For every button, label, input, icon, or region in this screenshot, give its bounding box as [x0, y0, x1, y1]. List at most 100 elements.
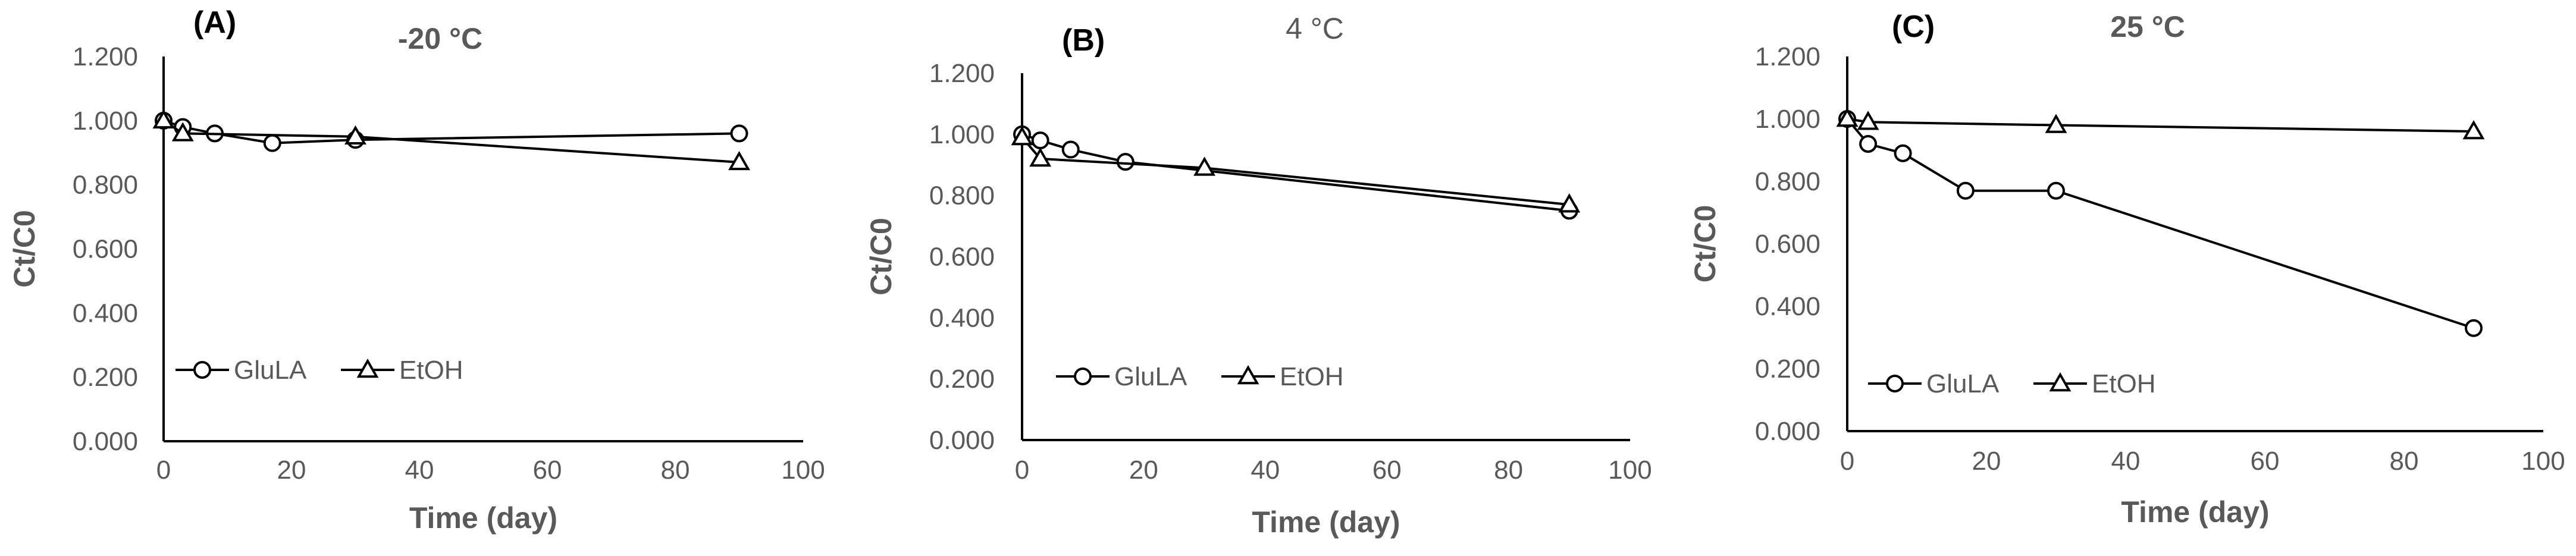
x-tick-label: 40: [1251, 456, 1280, 485]
legend-marker-circle: [1074, 367, 1092, 385]
x-tick-label: 20: [277, 456, 306, 485]
x-tick-label: 20: [1129, 456, 1158, 485]
panel-label: (C): [1892, 10, 1935, 44]
data-point-etoh: [171, 122, 194, 142]
y-tick-label: 0.400: [73, 299, 138, 328]
x-tick-label: 0: [156, 456, 171, 485]
x-axis-title: Time (day): [2121, 495, 2269, 529]
y-axis-title: Ct/C0: [864, 218, 898, 296]
y-tick-label: 0.200: [929, 365, 995, 394]
x-tick-label: 20: [1972, 447, 2001, 476]
data-point-etoh: [1193, 156, 1216, 176]
y-tick-label: 1.200: [1755, 42, 1820, 71]
legend-label: GluLA: [1114, 362, 1187, 391]
chart-title: -20 °C: [398, 22, 482, 55]
series-line-glula: [1846, 118, 2474, 329]
series-line-etoh: [1847, 118, 2474, 133]
data-point-glula: [2465, 319, 2483, 337]
y-tick-label: 0.000: [1755, 417, 1820, 446]
x-tick-label: 40: [2111, 447, 2141, 476]
x-tick-label: 100: [2521, 447, 2565, 476]
legend-item-etoh: EtOH: [2033, 369, 2156, 398]
legend-item-glula: GluLA: [176, 356, 307, 385]
y-tick-label: 0.600: [929, 243, 995, 272]
chart-1: 0.000 0.200 0.400 0.600 0.800 1.000 1.200 0 20 40…: [8, 5, 825, 535]
chart-title: 4 °C: [1286, 12, 1344, 45]
data-point-etoh: [1011, 125, 1033, 146]
legend-marker-circle: [1886, 375, 1904, 392]
data-point-glula: [730, 124, 748, 143]
y-tick-label: 0.400: [929, 303, 995, 332]
series-line-glula: [163, 119, 739, 145]
data-point-etoh: [2462, 120, 2485, 140]
panel-label: (A): [193, 5, 236, 40]
y-tick-label: 0.000: [929, 426, 995, 455]
x-tick-label: 100: [781, 456, 825, 485]
y-tick-label: 0.800: [1755, 167, 1820, 196]
data-point-glula: [1061, 140, 1080, 159]
y-tick-label: 1.000: [929, 120, 995, 149]
legend-label: EtOH: [399, 356, 463, 385]
x-tick-label: 0: [1015, 456, 1029, 485]
x-tick-label: 80: [2390, 447, 2419, 476]
data-point-glula: [1956, 181, 1975, 200]
legend-item-etoh: EtOH: [1221, 362, 1344, 391]
x-axis-title: Time (day): [1252, 505, 1400, 539]
y-tick-label: 0.200: [73, 363, 138, 392]
y-tick-label: 0.800: [73, 171, 138, 200]
y-tick-label: 1.200: [73, 42, 138, 71]
data-point-etoh: [1558, 193, 1581, 213]
y-tick-label: 1.000: [73, 106, 138, 136]
data-point-etoh: [2045, 114, 2067, 133]
legend-label: GluLA: [1926, 369, 2000, 398]
series-line-etoh: [1021, 136, 1570, 206]
x-tick-label: 60: [1372, 456, 1402, 485]
data-point-etoh: [1836, 107, 1859, 127]
y-tick-label: 0.800: [929, 181, 995, 211]
y-tick-label: 1.000: [1755, 105, 1820, 134]
data-point-glula: [1894, 144, 1912, 162]
panel-label: (B): [1062, 23, 1105, 58]
y-tick-label: 0.200: [1755, 354, 1820, 384]
y-tick-label: 0.600: [73, 235, 138, 264]
y-tick-label: 0.400: [1755, 292, 1820, 321]
legend-label: EtOH: [2092, 369, 2156, 398]
legend-marker-circle: [193, 361, 211, 379]
legend-marker-triangle: [356, 358, 379, 378]
legend-marker-triangle: [1237, 365, 1259, 385]
legend-label: GluLA: [234, 356, 307, 385]
legend-item-glula: GluLA: [1868, 369, 2000, 398]
x-tick-label: 60: [2251, 447, 2280, 476]
chart-3: 0.000 0.200 0.400 0.600 0.800 1.000 1.200 0 20 40…: [1688, 10, 2565, 529]
data-point-etoh: [344, 125, 366, 145]
y-tick-label: 0.000: [73, 427, 138, 456]
data-point-glula: [2047, 181, 2065, 200]
x-tick-label: 100: [1608, 456, 1651, 485]
chart-title: 25 °C: [2110, 10, 2185, 43]
data-point-etoh: [728, 150, 750, 171]
data-point-etoh: [1857, 111, 1879, 130]
legend-marker-triangle: [2049, 372, 2072, 392]
x-tick-label: 40: [405, 456, 434, 485]
data-point-glula: [263, 134, 281, 152]
x-tick-label: 0: [1840, 447, 1854, 476]
x-tick-label: 60: [533, 456, 562, 485]
y-tick-label: 0.600: [1755, 230, 1820, 259]
legend-item-glula: GluLA: [1056, 362, 1187, 391]
legend-label: EtOH: [1280, 362, 1344, 391]
data-point-glula: [1859, 135, 1878, 153]
y-axis-title: Ct/C0: [8, 210, 41, 288]
data-point-glula: [1031, 131, 1049, 150]
data-point-glula: [1116, 153, 1135, 171]
chart-2: 0.000 0.200 0.400 0.600 0.800 1.000 1.200 0 20 40…: [864, 12, 1652, 539]
x-tick-label: 80: [1494, 456, 1523, 485]
data-point-etoh: [152, 109, 175, 129]
y-tick-label: 1.200: [929, 59, 995, 88]
x-axis-title: Time (day): [409, 501, 557, 535]
y-axis-title: Ct/C0: [1688, 205, 1722, 283]
data-point-etoh: [1029, 147, 1052, 167]
x-tick-label: 80: [661, 456, 690, 485]
series-line-glula: [1021, 133, 1570, 212]
series-line-etoh: [162, 120, 739, 164]
